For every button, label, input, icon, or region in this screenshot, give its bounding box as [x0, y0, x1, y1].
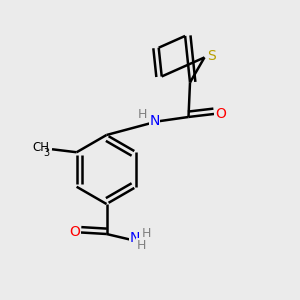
Text: N: N — [129, 232, 140, 245]
Text: S: S — [208, 49, 216, 63]
Text: H: H — [138, 108, 147, 122]
Text: CH: CH — [33, 141, 50, 154]
Text: H: H — [137, 239, 146, 252]
Text: O: O — [69, 226, 80, 239]
Text: O: O — [215, 107, 226, 121]
Text: N: N — [149, 114, 160, 128]
Text: H: H — [142, 227, 151, 240]
Text: 3: 3 — [44, 148, 50, 158]
